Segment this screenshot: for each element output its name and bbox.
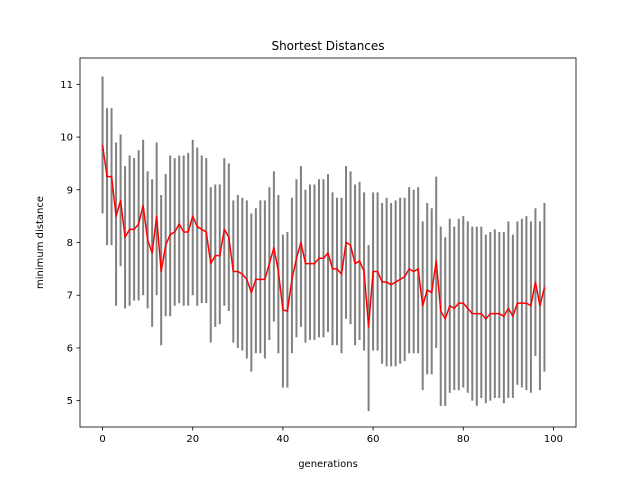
y-tick-label: 6 [67,343,73,354]
x-tick-label: 40 [277,434,290,445]
x-tick-label: 80 [457,434,470,445]
y-tick-label: 8 [67,238,73,249]
y-tick-label: 10 [60,133,73,144]
axes: 0 20 40 60 80 100 5 6 7 8 9 10 11 [60,57,577,445]
x-tick-label: 20 [186,434,199,445]
mean-line [101,144,546,328]
x-tick-label: 0 [99,434,105,445]
y-tick-label: 11 [60,80,73,91]
mean-line-group [101,144,546,328]
error-bars [101,76,546,412]
x-axis-label: generations [298,459,358,470]
y-axis-label: minimum distance [35,196,46,289]
y-tick-label: 9 [67,185,73,196]
y-tick-label: 7 [67,291,73,302]
x-tick-label: 100 [544,434,563,445]
y-tick-label: 5 [67,396,73,407]
chart-title: Shortest Distances [271,39,384,53]
x-tick-label: 60 [367,434,380,445]
